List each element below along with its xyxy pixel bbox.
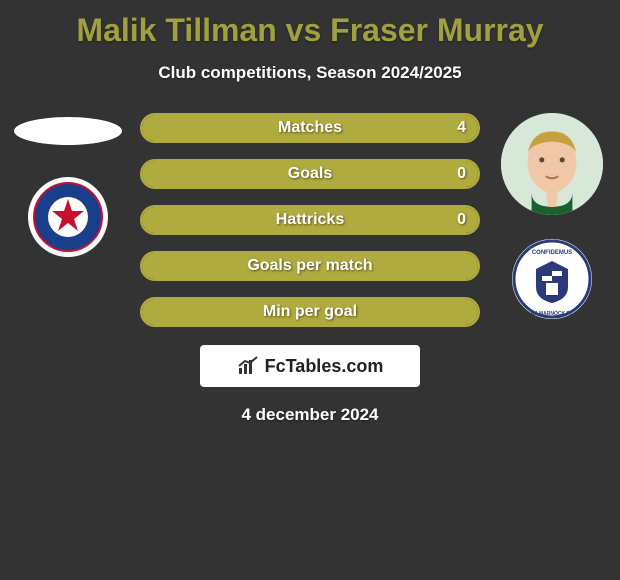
stat-label: Min per goal xyxy=(142,299,478,325)
subtitle: Club competitions, Season 2024/2025 xyxy=(0,63,620,83)
stat-bar: Hattricks0 xyxy=(140,205,480,235)
stat-label: Hattricks xyxy=(142,207,478,233)
date-text: 4 december 2024 xyxy=(0,405,620,425)
stat-bar: Goals0 xyxy=(140,159,480,189)
brand-box: FcTables.com xyxy=(200,345,420,387)
stat-bar: Matches4 xyxy=(140,113,480,143)
kilmarnock-badge-icon: CONFIDEMUS KILMARNOCK FC xyxy=(510,237,594,321)
stat-value-right: 0 xyxy=(457,161,466,187)
brand-label: FcTables.com xyxy=(265,356,384,377)
stat-bars: Matches4Goals0Hattricks0Goals per matchM… xyxy=(140,113,480,327)
club-badge-left: RANGERS xyxy=(26,175,110,259)
chart-icon xyxy=(237,356,261,376)
player-photo-left xyxy=(14,117,122,145)
stat-label: Matches xyxy=(142,115,478,141)
player-photo-right xyxy=(501,113,603,215)
stat-label: Goals per match xyxy=(142,253,478,279)
rangers-badge-icon: RANGERS xyxy=(26,175,110,259)
club-badge-right: CONFIDEMUS KILMARNOCK FC xyxy=(510,237,594,321)
svg-text:RANGERS: RANGERS xyxy=(55,187,81,193)
svg-text:KILMARNOCK FC: KILMARNOCK FC xyxy=(531,311,574,317)
stat-value-right: 0 xyxy=(457,207,466,233)
player-face-icon xyxy=(501,113,603,215)
left-column: RANGERS xyxy=(8,113,128,259)
stat-bar: Goals per match xyxy=(140,251,480,281)
svg-text:CONFIDEMUS: CONFIDEMUS xyxy=(532,250,572,256)
stat-label: Goals xyxy=(142,161,478,187)
right-column: CONFIDEMUS KILMARNOCK FC xyxy=(492,113,612,321)
stat-value-right: 4 xyxy=(457,115,466,141)
comparison-content: RANGERS xyxy=(0,113,620,425)
stat-bar: Min per goal xyxy=(140,297,480,327)
page-title: Malik Tillman vs Fraser Murray xyxy=(0,0,620,49)
